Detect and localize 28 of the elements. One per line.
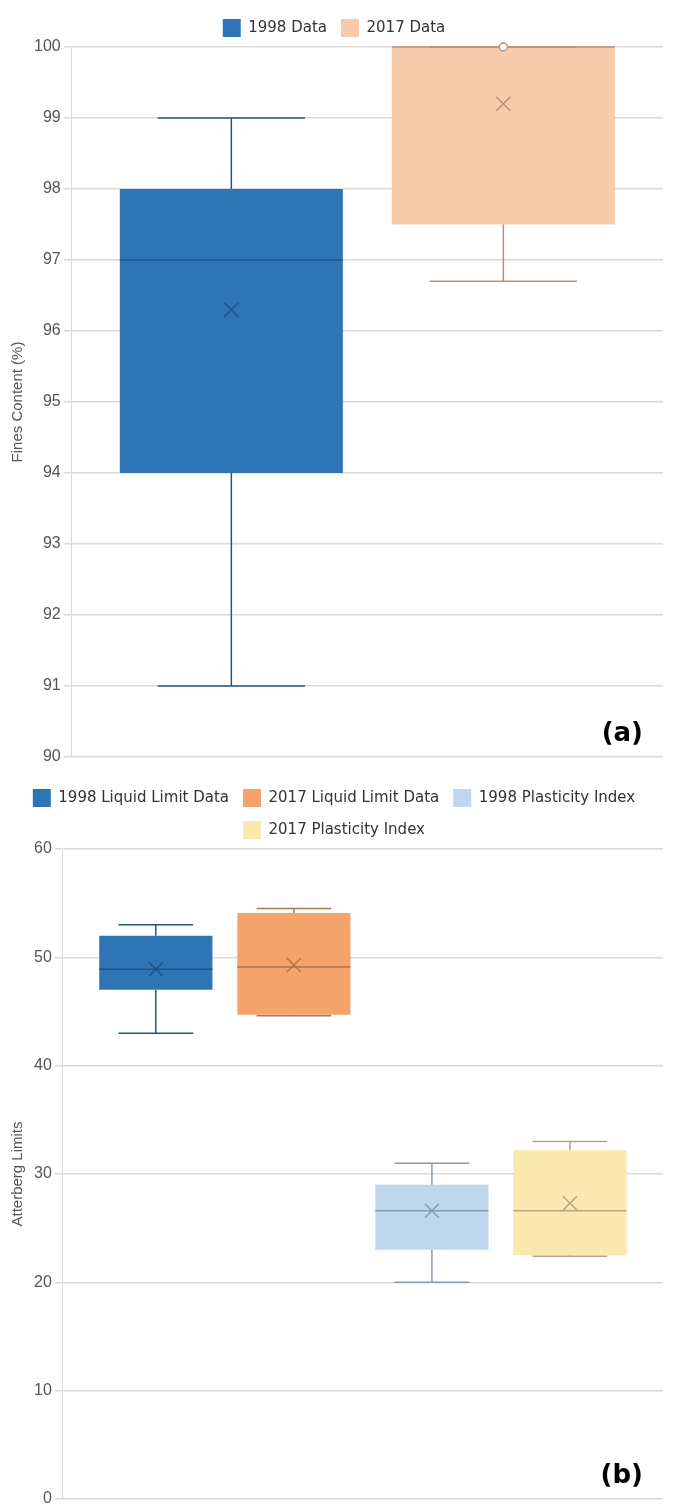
y-tick-label: 97 — [42, 250, 61, 268]
y-axis-title: Atterberg Limits — [8, 1121, 26, 1227]
y-tick-label: 91 — [42, 676, 61, 694]
legend-label: 1998 Liquid Limit Data — [58, 787, 230, 806]
legend-label: 1998 Data — [248, 17, 328, 36]
y-axis-title: Fines Content (%) — [8, 341, 26, 463]
y-tick-label: 30 — [34, 1164, 52, 1182]
y-tick-label: 10 — [34, 1381, 52, 1399]
y-tick-label: 40 — [34, 1056, 52, 1074]
y-tick-label: 60 — [34, 839, 52, 857]
y-tick-label: 20 — [34, 1272, 52, 1290]
annotation: (b) — [600, 1458, 643, 1489]
y-tick-label: 0 — [42, 1489, 52, 1507]
legend-label: 1998 Plasticity Index — [478, 787, 636, 806]
y-tick-label: 93 — [42, 534, 61, 552]
y-tick-label: 96 — [42, 321, 61, 339]
y-tick-label: 90 — [42, 747, 61, 765]
y-tick-label: 99 — [42, 108, 61, 126]
y-tick-label: 95 — [42, 392, 61, 410]
legend-label: 2017 Data — [366, 17, 446, 36]
legend-label: 2017 Plasticity Index — [268, 819, 426, 838]
y-tick-label: 92 — [42, 605, 61, 623]
y-tick-label: 50 — [34, 947, 52, 965]
legend-label: 2017 Liquid Limit Data — [268, 787, 440, 806]
annotation: (a) — [601, 716, 643, 747]
y-tick-label: 94 — [42, 463, 61, 481]
y-tick-label: 100 — [33, 37, 61, 55]
y-tick-label: 98 — [42, 179, 61, 197]
